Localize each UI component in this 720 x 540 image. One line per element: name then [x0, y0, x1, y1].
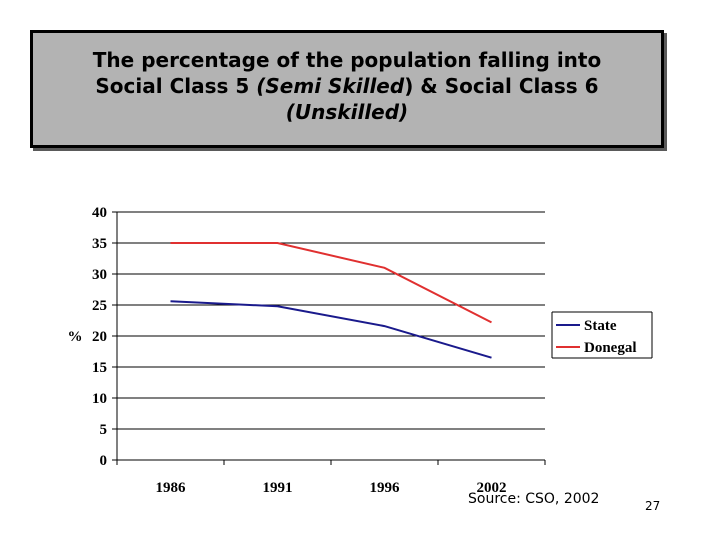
- y-tick-label: 10: [92, 391, 107, 407]
- legend-label-state: State: [584, 318, 617, 334]
- y-tick-label: 5: [100, 422, 108, 438]
- x-tick-label: 1991: [263, 480, 293, 496]
- y-tick-label: 0: [100, 453, 108, 469]
- y-tick-label: 15: [92, 360, 107, 376]
- y-tick-label: 25: [92, 298, 107, 314]
- y-tick-label: 40: [92, 205, 107, 221]
- series-line-donegal: [170, 242, 492, 324]
- x-tick-label: 2002: [477, 480, 507, 496]
- series-line-state: [170, 300, 492, 359]
- x-tick-label: 1996: [370, 480, 401, 496]
- y-tick-label: 35: [92, 236, 107, 252]
- x-tick-label: 1986: [156, 480, 187, 496]
- y-axis-label: %: [68, 329, 83, 345]
- source-note: Source: CSO, 2002: [468, 491, 600, 507]
- legend-box: [552, 312, 652, 358]
- title-line-2: Social Class 5 (Semi Skilled) & Social C…: [95, 74, 599, 98]
- title-line-3: (Unskilled): [285, 100, 409, 124]
- title-box: The percentage of the population falling…: [30, 30, 664, 148]
- title-line-1: The percentage of the population falling…: [92, 48, 602, 72]
- legend-label-donegal: Donegal: [584, 340, 637, 356]
- y-tick-label: 20: [92, 329, 107, 345]
- page-number: 27: [645, 499, 661, 513]
- y-tick-label: 30: [92, 267, 107, 283]
